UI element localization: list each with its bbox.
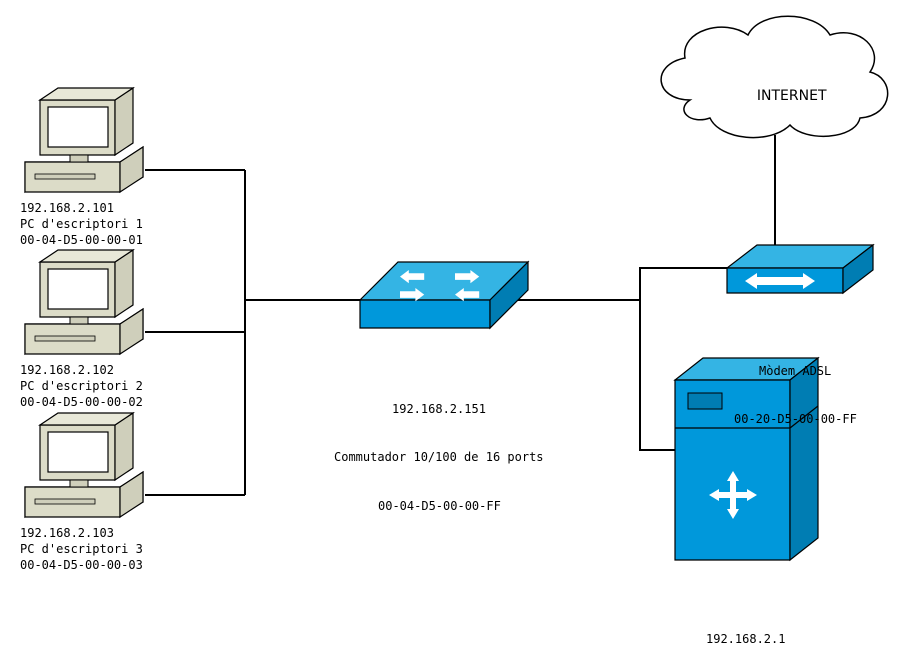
pc1-ip: 192.168.2.101 [20, 201, 114, 215]
pc1-name: PC d'escriptori 1 [20, 217, 143, 231]
pc1-mac: 00-04-D5-00-00-01 [20, 233, 143, 247]
switch-mac: 00-04-D5-00-00-FF [378, 499, 501, 513]
pc1-label: 192.168.2.101 PC d'escriptori 1 00-04-D5… [20, 200, 143, 249]
edge-right-up [640, 268, 735, 300]
pc1-icon [25, 88, 143, 192]
modem-icon [727, 245, 873, 293]
internet-text: INTERNET [757, 88, 827, 104]
router-ip: 192.168.2.1 [706, 632, 785, 645]
modem-mac: 00-20-D5-00-00-FF [734, 412, 857, 426]
modem-label: Mòdem ADSL 00-20-D5-00-00-FF [0, 298, 907, 330]
router-label: 192.168.2.1 Enrutador Servidor DNS 00-04… [0, 566, 907, 598]
internet-label: INTERNET [748, 68, 827, 106]
modem-name: Mòdem ADSL [759, 364, 831, 378]
